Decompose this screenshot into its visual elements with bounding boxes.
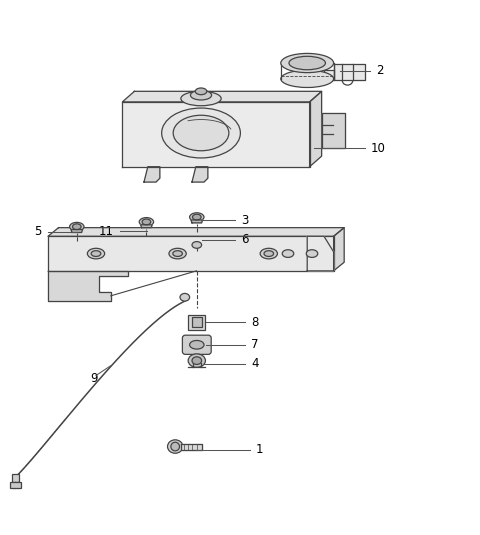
Ellipse shape	[180, 293, 190, 301]
Ellipse shape	[173, 251, 182, 256]
Ellipse shape	[195, 88, 207, 95]
Polygon shape	[144, 167, 160, 182]
Text: 2: 2	[376, 64, 384, 77]
Polygon shape	[141, 225, 152, 228]
Ellipse shape	[191, 90, 212, 100]
Polygon shape	[334, 64, 365, 80]
Bar	[12, 475, 19, 482]
Polygon shape	[71, 230, 83, 233]
Ellipse shape	[190, 340, 204, 349]
Ellipse shape	[142, 219, 151, 225]
Text: 9: 9	[90, 372, 97, 385]
Ellipse shape	[70, 223, 84, 231]
Polygon shape	[122, 102, 310, 167]
Ellipse shape	[281, 54, 334, 73]
Ellipse shape	[289, 56, 325, 70]
Ellipse shape	[87, 248, 105, 259]
Ellipse shape	[192, 214, 201, 220]
Polygon shape	[48, 236, 334, 271]
Bar	[10, 482, 21, 488]
Ellipse shape	[91, 251, 101, 256]
Polygon shape	[307, 236, 334, 271]
Bar	[188, 315, 205, 330]
Ellipse shape	[281, 70, 334, 88]
Ellipse shape	[169, 248, 186, 259]
Ellipse shape	[192, 242, 202, 248]
Polygon shape	[324, 70, 334, 80]
Ellipse shape	[171, 442, 180, 451]
Ellipse shape	[190, 213, 204, 221]
Polygon shape	[310, 91, 322, 167]
Ellipse shape	[139, 218, 154, 226]
Ellipse shape	[260, 248, 277, 259]
Ellipse shape	[306, 250, 318, 257]
Ellipse shape	[72, 224, 81, 230]
Ellipse shape	[282, 250, 294, 257]
Polygon shape	[322, 113, 345, 148]
Text: 6: 6	[241, 233, 249, 246]
Polygon shape	[48, 271, 128, 301]
FancyBboxPatch shape	[182, 335, 211, 354]
Polygon shape	[192, 167, 208, 182]
Text: 11: 11	[99, 225, 114, 238]
Ellipse shape	[192, 357, 202, 364]
Text: 5: 5	[35, 225, 42, 238]
Polygon shape	[191, 220, 203, 223]
Ellipse shape	[173, 115, 229, 151]
Text: 10: 10	[371, 142, 386, 155]
Text: 8: 8	[251, 316, 258, 328]
Ellipse shape	[168, 440, 183, 453]
Polygon shape	[334, 228, 344, 271]
Polygon shape	[48, 228, 344, 236]
Text: 7: 7	[251, 338, 259, 351]
Ellipse shape	[264, 251, 274, 256]
Ellipse shape	[181, 91, 221, 106]
Ellipse shape	[188, 354, 205, 368]
Polygon shape	[122, 91, 322, 102]
Text: 4: 4	[251, 357, 259, 370]
Ellipse shape	[162, 108, 240, 158]
Text: 1: 1	[256, 444, 264, 456]
Bar	[192, 317, 202, 327]
Text: 3: 3	[241, 214, 249, 227]
Polygon shape	[181, 444, 202, 450]
